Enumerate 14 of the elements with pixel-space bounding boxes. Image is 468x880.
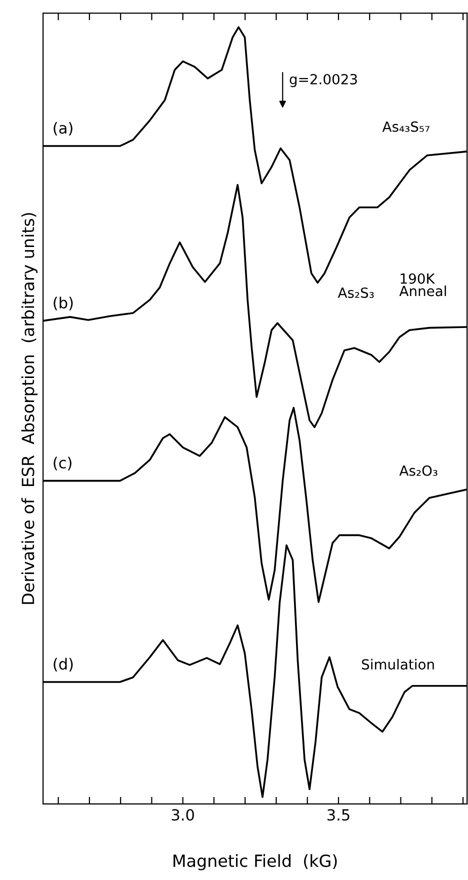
y-axis-title: Derivative of ESR Absorption (arbitrary units) bbox=[21, 213, 38, 604]
annotation: Simulation bbox=[362, 658, 434, 670]
x-tick-label: 3.0 bbox=[172, 809, 194, 821]
annotation: As₂S₃ bbox=[338, 287, 374, 298]
series-label: (c) bbox=[54, 456, 72, 470]
x-tick-label: 3.5 bbox=[328, 809, 350, 821]
annotation: As₂O₃ bbox=[399, 465, 438, 476]
annotation: g=2.0023 bbox=[290, 74, 357, 88]
x-axis-title: Magnetic Field (kG) bbox=[174, 854, 337, 870]
series-label: (d) bbox=[54, 658, 73, 672]
annotation: As₄₃S₅₇ bbox=[382, 121, 430, 132]
series-label: (a) bbox=[54, 122, 72, 136]
annotation: 190K Anneal bbox=[399, 273, 446, 296]
series-label: (b) bbox=[54, 296, 73, 310]
